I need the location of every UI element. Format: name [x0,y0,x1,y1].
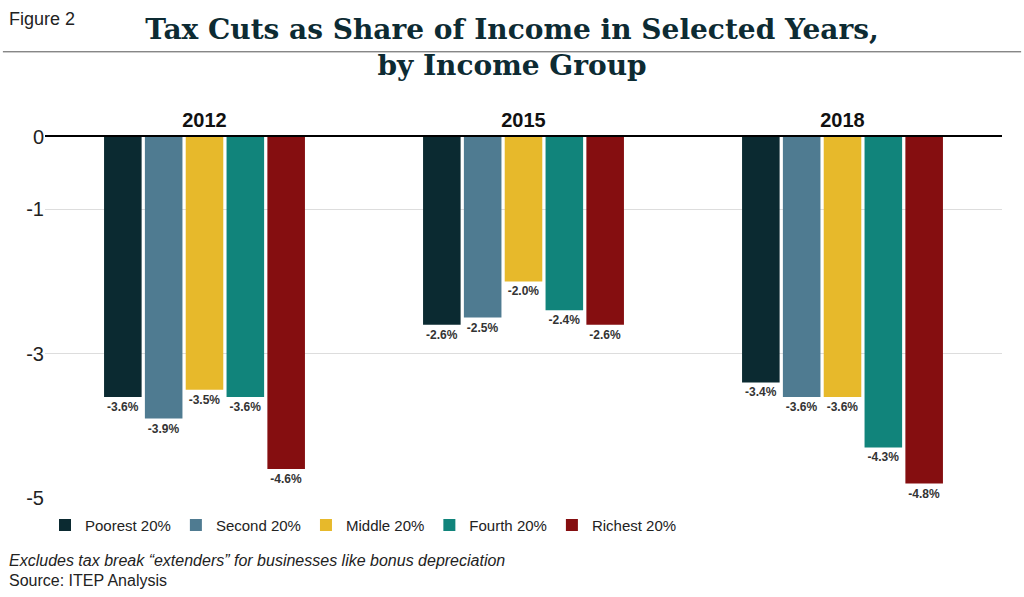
svg-text:-2.5%: -2.5% [467,321,499,335]
svg-text:Excludes tax break “extenders”: Excludes tax break “extenders” for busin… [9,552,505,569]
svg-text:-4.8%: -4.8% [908,487,940,501]
svg-text:0: 0 [33,126,44,148]
svg-text:-3.9%: -3.9% [148,422,180,436]
svg-text:-4.3%: -4.3% [867,450,899,464]
svg-text:2018: 2018 [820,109,865,131]
svg-text:-2.6%: -2.6% [426,328,458,342]
svg-text:Second 20%: Second 20% [216,517,301,534]
svg-text:-3: -3 [26,343,44,365]
svg-text:-3.6%: -3.6% [827,400,859,414]
svg-text:-3.5%: -3.5% [189,393,221,407]
svg-text:-2.0%: -2.0% [508,284,540,298]
svg-text:-2.6%: -2.6% [589,328,621,342]
svg-text:-3.4%: -3.4% [745,385,777,399]
svg-text:2015: 2015 [501,109,546,131]
svg-text:-4.6%: -4.6% [270,472,302,486]
svg-text:Poorest 20%: Poorest 20% [85,517,171,534]
svg-text:Middle 20%: Middle 20% [346,517,424,534]
svg-text:Richest 20%: Richest 20% [592,517,676,534]
svg-text:Tax Cuts as Share of Income in: Tax Cuts as Share of Income in Selected … [145,13,878,82]
svg-text:-5: -5 [26,487,44,509]
svg-text:-1: -1 [26,198,44,220]
svg-text:2012: 2012 [182,109,227,131]
svg-text:-2.4%: -2.4% [548,313,580,327]
svg-text:-3.6%: -3.6% [107,400,139,414]
svg-text:Fourth 20%: Fourth 20% [469,517,547,534]
svg-text:Figure 2: Figure 2 [9,9,75,29]
svg-text:-3.6%: -3.6% [786,400,818,414]
svg-text:Source: ITEP Analysis: Source: ITEP Analysis [9,572,167,589]
svg-text:-3.6%: -3.6% [229,400,261,414]
